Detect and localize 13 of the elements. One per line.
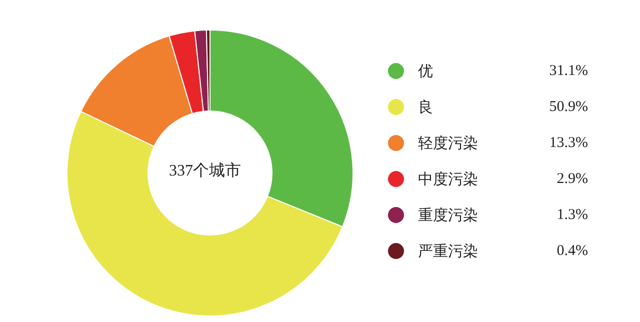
legend-label: 良 — [418, 98, 434, 116]
data-label: 1.3% — [556, 206, 588, 224]
legend-label: 重度污染 — [418, 206, 479, 224]
data-label: 2.9% — [556, 170, 588, 188]
data-label: 50.9% — [548, 98, 588, 116]
data-label: 0.4% — [556, 242, 588, 260]
data-label: 31.1% — [548, 62, 588, 80]
legend-label: 严重污染 — [418, 242, 479, 260]
legend-label: 轻度污染 — [418, 134, 479, 152]
text: 337个城市 — [169, 162, 241, 180]
legend-label: 优 — [418, 62, 434, 80]
legend-label: 中度污染 — [418, 170, 479, 188]
data-label: 13.3% — [548, 134, 588, 152]
